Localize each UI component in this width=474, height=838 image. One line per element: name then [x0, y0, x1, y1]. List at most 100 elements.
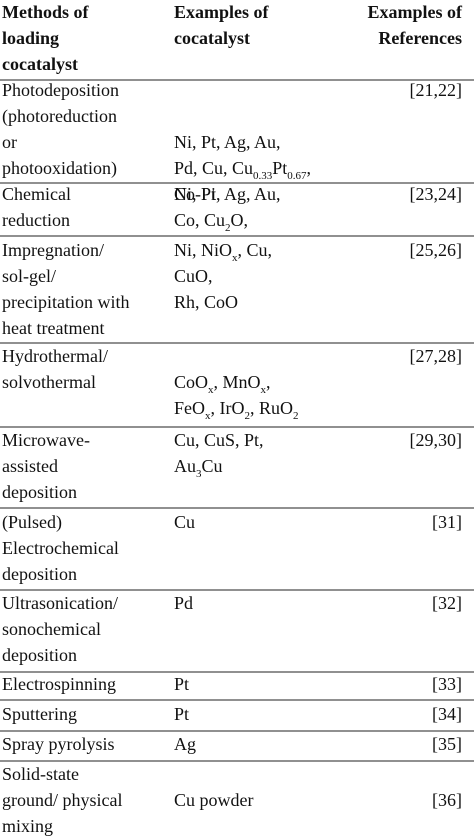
text-run: Ni, Pt, Ag, Au, [174, 132, 281, 152]
text-run: FeO [174, 398, 205, 418]
header-cell: Examples of [368, 2, 464, 22]
subscript: x [205, 410, 211, 422]
text-run: Pt [272, 158, 287, 178]
cocatalyst-text: Pd [174, 593, 193, 613]
subscript: 2 [225, 222, 231, 234]
method-text: Photodeposition [2, 80, 119, 100]
method-text: precipitation with [2, 292, 129, 312]
text-run: Co, Cu [174, 210, 225, 230]
method-text: mixing [2, 816, 53, 836]
text-run: , [307, 158, 312, 178]
method-text: ground/ physical [2, 790, 122, 810]
text-run: CuO, [174, 266, 213, 286]
reference-text: [35] [432, 734, 462, 754]
subscript: x [208, 384, 214, 396]
method-text: reduction [2, 210, 70, 230]
method-text: (Pulsed) [2, 512, 62, 533]
reference-text: [32] [432, 593, 462, 613]
header-cell: References [378, 28, 462, 48]
text-run: Au [174, 456, 196, 476]
text-run: Cu, CuS, Pt, [174, 430, 264, 450]
method-text: Electrochemical [2, 538, 119, 558]
reference-text: [25,26] [410, 240, 463, 260]
reference-text: [29,30] [410, 430, 463, 450]
method-text: Microwave- [2, 430, 90, 450]
cocatalyst-text: CuO, [174, 266, 213, 286]
subscript: 0.33 [253, 170, 273, 182]
reference-text: [31] [432, 512, 462, 532]
cocatalyst-text: Ag [174, 734, 196, 754]
text-run: Pt [174, 704, 189, 724]
text-run: , Cu, [238, 240, 273, 260]
text-run: , RuO [250, 398, 293, 418]
subscript: x [261, 384, 267, 396]
method-text: deposition [2, 645, 77, 665]
method-text: Solid-state [2, 764, 79, 784]
reference-text: [23,24] [410, 184, 463, 204]
method-text: (photoreduction [2, 106, 117, 127]
method-text: assisted [2, 456, 58, 476]
reference-text: [27,28] [410, 346, 463, 366]
method-text: Impregnation/ [2, 240, 104, 260]
method-text: photooxidation) [2, 158, 117, 179]
text-run: Pd [174, 593, 193, 613]
method-text: Ultrasonication/ [2, 593, 118, 613]
cocatalyst-text: Pd, Cu, Cu0.33Pt0.67, [174, 158, 311, 181]
reference-text: [33] [432, 674, 462, 694]
text-run: Ni, NiO [174, 240, 232, 260]
header-cell: Examples of [174, 2, 270, 22]
header-cell: cocatalyst [2, 54, 78, 74]
method-text: Chemical [2, 184, 71, 204]
header-cell: loading [2, 28, 59, 48]
method-text: Sputtering [2, 704, 77, 724]
text-run: Ni, Pt, Ag, Au, [174, 184, 281, 204]
method-text: sol-gel/ [2, 266, 56, 286]
text-run: Pd, Cu, Cu [174, 158, 253, 178]
cocatalyst-text: FeOx, IrO2, RuO2 [174, 398, 299, 421]
cocatalyst-text: Pt [174, 674, 189, 694]
cocatalyst-text: Ni, Pt, Ag, Au, [174, 184, 281, 204]
cocatalyst-text: Cu powder [174, 790, 254, 810]
reference-text: [34] [432, 704, 462, 724]
cocatalyst-text: CoOx, MnOx, [174, 372, 271, 395]
cocatalyst-text: Cu, CuS, Pt, [174, 430, 264, 450]
text-run: Cu [174, 512, 195, 532]
method-text: heat treatment [2, 318, 104, 338]
subscript: 3 [196, 468, 202, 480]
text-run: , [266, 372, 271, 392]
text-run: O, [231, 210, 249, 230]
text-run: Rh, CoO [174, 292, 238, 312]
text-run: , IrO [211, 398, 245, 418]
text-run: , MnO [214, 372, 261, 392]
method-text: sonochemical [2, 619, 101, 639]
cocatalyst-text: Rh, CoO [174, 292, 238, 312]
method-text: or [2, 132, 17, 152]
cocatalyst-text: Cu [174, 512, 195, 532]
subscript: 2 [245, 410, 251, 422]
text-run: Pt [174, 674, 189, 694]
cocatalyst-text: Ni, NiOx, Cu, [174, 240, 272, 263]
header-cell: Methods of [2, 2, 89, 22]
cocatalyst-text: Co, Cu2O, [174, 210, 248, 233]
method-text: Electrospinning [2, 674, 116, 694]
method-text: solvothermal [2, 372, 96, 392]
cocatalyst-text: Co-Pi [174, 184, 216, 204]
method-text: Hydrothermal/ [2, 346, 108, 366]
text-run: Cu [202, 456, 223, 476]
text-run: Cu powder [174, 790, 254, 810]
cocatalyst-text: Au3Cu [174, 456, 223, 479]
reference-text: [36] [432, 790, 462, 810]
subscript: 0.67 [287, 170, 307, 182]
method-text: deposition [2, 482, 77, 502]
reference-text: [21,22] [410, 80, 463, 100]
header-cell: cocatalyst [174, 28, 250, 48]
text-run: Ag [174, 734, 196, 754]
text-run: Co-Pi [174, 184, 216, 204]
method-text: deposition [2, 564, 77, 584]
cocatalyst-text: Pt [174, 704, 189, 724]
cocatalyst-text: Ni, Pt, Ag, Au, [174, 132, 281, 152]
method-text: Spray pyrolysis [2, 734, 115, 754]
subscript: 2 [293, 410, 299, 422]
